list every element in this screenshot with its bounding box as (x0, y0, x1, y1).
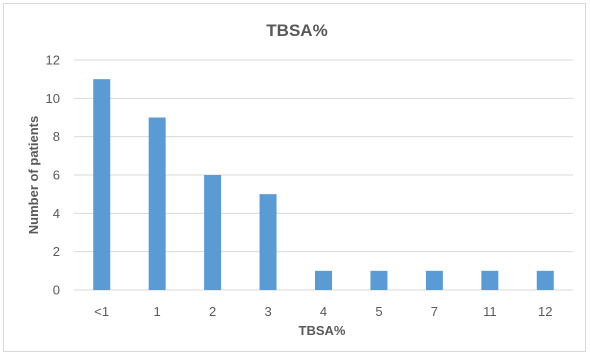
y-tick-label: 8 (53, 129, 60, 144)
bar (370, 270, 388, 290)
bar (93, 79, 111, 291)
y-tick-label: 6 (53, 168, 60, 183)
x-tick-label: 12 (538, 304, 552, 319)
x-tick-label: 3 (264, 304, 271, 319)
x-tick-label: 2 (209, 304, 216, 319)
x-tick-label: 5 (375, 304, 382, 319)
x-tick-label: 11 (483, 304, 497, 319)
y-tick-label: 12 (46, 53, 60, 68)
x-axis-title: TBSA% (299, 323, 346, 338)
bar (148, 117, 166, 290)
x-tick-label: 1 (154, 304, 161, 319)
x-axis-ticks: <1 1 2 3 4 5 7 11 12 (94, 304, 552, 319)
x-tick-label: <1 (94, 304, 109, 319)
bars (93, 79, 554, 291)
x-tick-label: 4 (320, 304, 327, 319)
y-axis-title: Number of patients (26, 116, 41, 234)
y-tick-label: 2 (53, 244, 60, 259)
y-axis-ticks: 0 2 4 6 8 10 12 (46, 53, 60, 298)
y-tick-label: 0 (53, 283, 60, 298)
bar (259, 194, 277, 290)
bar (425, 270, 443, 290)
bar (481, 270, 499, 290)
y-tick-label: 10 (46, 91, 60, 106)
bar (315, 270, 332, 290)
bar (536, 270, 554, 290)
chart-title: TBSA% (266, 21, 327, 40)
bar (204, 175, 222, 290)
x-tick-label: 7 (431, 304, 438, 319)
y-tick-label: 4 (53, 206, 60, 221)
